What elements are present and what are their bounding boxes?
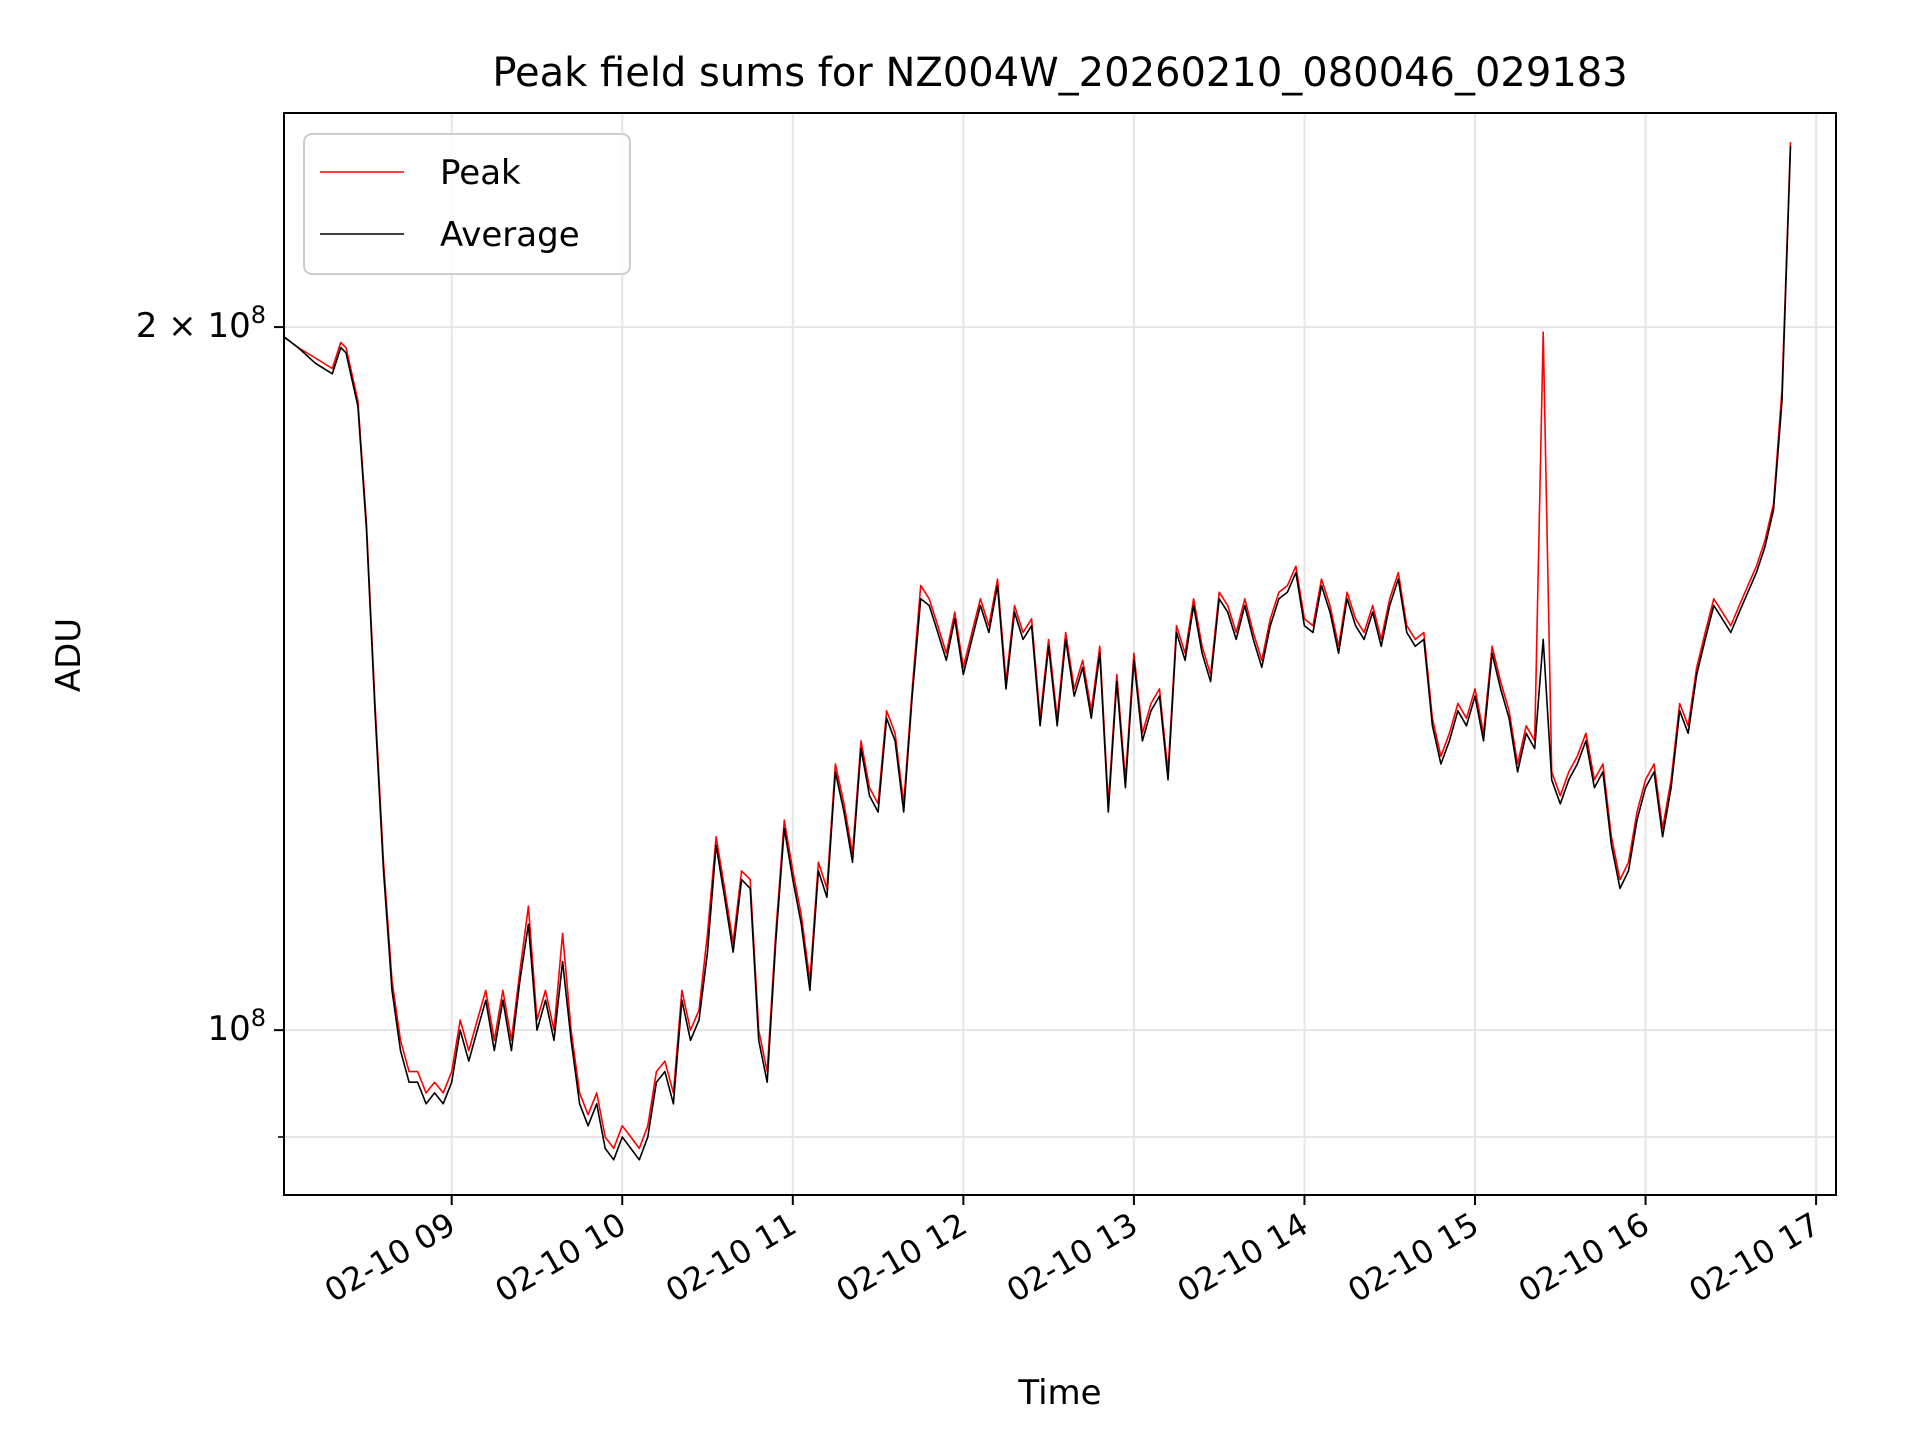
x-axis-label: Time xyxy=(1017,1373,1101,1413)
y-tick-label: 2 × 108 xyxy=(136,301,266,346)
legend-average-label: Average xyxy=(440,215,580,255)
legend-box xyxy=(303,133,631,275)
legend-peak-label: Peak xyxy=(440,153,521,193)
series-line-peak xyxy=(284,142,1792,1150)
grid xyxy=(284,113,1836,1195)
series-lines xyxy=(284,142,1792,1161)
y-axis-label: ADU xyxy=(49,618,89,692)
plot-frame xyxy=(283,112,1837,1196)
series-line-average xyxy=(284,146,1792,1161)
y-tick-label: 108 xyxy=(207,1004,266,1049)
chart-title: Peak field sums for NZ004W_20260210_0800… xyxy=(492,50,1627,96)
legend: Peak Average xyxy=(303,133,631,275)
